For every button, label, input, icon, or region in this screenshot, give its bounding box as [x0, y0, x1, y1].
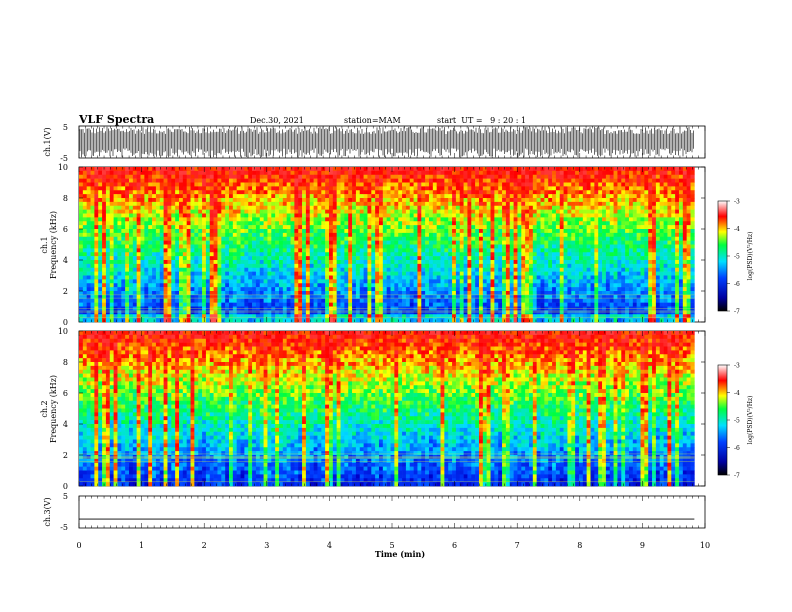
- panel-ch3-waveform: 5 -5 ch.3(V): [43, 492, 706, 532]
- time-axis-tick: 7: [515, 541, 520, 550]
- ch2-spec-ylabel-top: ch.2: [40, 400, 49, 417]
- ch1-waveform-line: [79, 126, 694, 158]
- start-time-label: start UT = 9 : 20 : 1: [437, 116, 527, 125]
- time-axis-tick: 5: [389, 541, 394, 550]
- ch2-spec-ylabel: Frequency (kHz): [49, 375, 58, 443]
- ch1-spec-ytick: 4: [63, 256, 68, 265]
- time-axis-tick: 4: [327, 541, 332, 550]
- ch2-spec-ytick: 10: [58, 327, 68, 336]
- colorbar-ch1: -3 -4 -5 -6 -7 log(PSD)(V²/Hz): [717, 199, 754, 316]
- date-label: Dec.30, 2021: [250, 116, 304, 125]
- time-axis-tick: 6: [452, 541, 457, 550]
- colorbar2-label: log(PSD)(V²/Hz): [747, 396, 754, 445]
- colorbar2-tick: -6: [734, 445, 740, 452]
- ch1-spec-ytick: 10: [58, 163, 68, 172]
- colorbar1-tick: -5: [734, 254, 740, 261]
- time-axis-tick: 0: [76, 541, 81, 550]
- ch1-ytick-top: 5: [63, 123, 68, 132]
- colorbar1-tick: -6: [734, 281, 740, 288]
- ch1-wave-ylabel: ch.1(V): [43, 127, 52, 156]
- colorbar-ch2: -3 -4 -5 -6 -7 log(PSD)(V²/Hz): [717, 363, 754, 480]
- time-axis-tick: 3: [264, 541, 269, 550]
- ch3-wave-ylabel: ch.3(V): [43, 497, 52, 526]
- time-axis-tick: 10: [700, 541, 710, 550]
- ch1-ytick-bottom: -5: [60, 154, 68, 163]
- ch1-spec-ytick: 0: [63, 318, 68, 327]
- colorbar1-label: log(PSD)(V²/Hz): [747, 232, 754, 281]
- time-axis-tick: 9: [640, 541, 645, 550]
- ch2-spec-ytick: 8: [63, 358, 68, 367]
- ch2-spec-ytick: 6: [63, 389, 68, 398]
- time-axis-label: Time (min): [375, 549, 425, 559]
- time-axis-tick: 2: [202, 541, 207, 550]
- station-label: station=MAM: [344, 116, 401, 125]
- colorbar1-tick: -7: [734, 309, 740, 316]
- panel-ch2-spectrogram: 0 2 4 6 8 10 ch.2 Frequency (kHz): [40, 327, 706, 491]
- time-axis-tick: 1: [139, 541, 144, 550]
- time-axis: 0 1 2 3 4 5 6 7 8 9 10: [76, 126, 710, 550]
- time-axis-tick: 8: [577, 541, 582, 550]
- colorbar1-tick: -3: [734, 199, 740, 206]
- ch3-ytick-top: 5: [63, 492, 68, 501]
- panel-ch1-spectrogram: 0 2 4 6 8 10 ch.1 Frequency (kHz): [40, 163, 706, 327]
- ch1-spec-ylabel: Frequency (kHz): [49, 211, 58, 279]
- ch1-spec-ytick: 6: [63, 225, 68, 234]
- ch3-ytick-bottom: -5: [60, 523, 68, 532]
- ch1-spec-ylabel-top: ch.1: [40, 236, 49, 253]
- ch1-spectrogram-image: [79, 167, 695, 323]
- colorbar2-tick: -4: [734, 390, 740, 397]
- colorbar2-tick: -5: [734, 418, 740, 425]
- ch1-spec-ytick: 2: [63, 287, 68, 296]
- ch2-spectrogram-image: [79, 331, 695, 487]
- ch2-spec-ytick: 4: [63, 420, 68, 429]
- ch2-spec-ytick: 2: [63, 451, 68, 460]
- ch2-spec-ytick: 0: [63, 482, 68, 491]
- colorbar1-tick: -4: [734, 226, 740, 233]
- colorbar2-tick: -7: [734, 473, 740, 480]
- colorbar2-tick: -3: [734, 363, 740, 370]
- ch1-spec-ytick: 8: [63, 194, 68, 203]
- panel-ch1-waveform: 5 -5 ch.1(V): [43, 123, 706, 163]
- chart-title: VLF Spectra: [79, 113, 155, 126]
